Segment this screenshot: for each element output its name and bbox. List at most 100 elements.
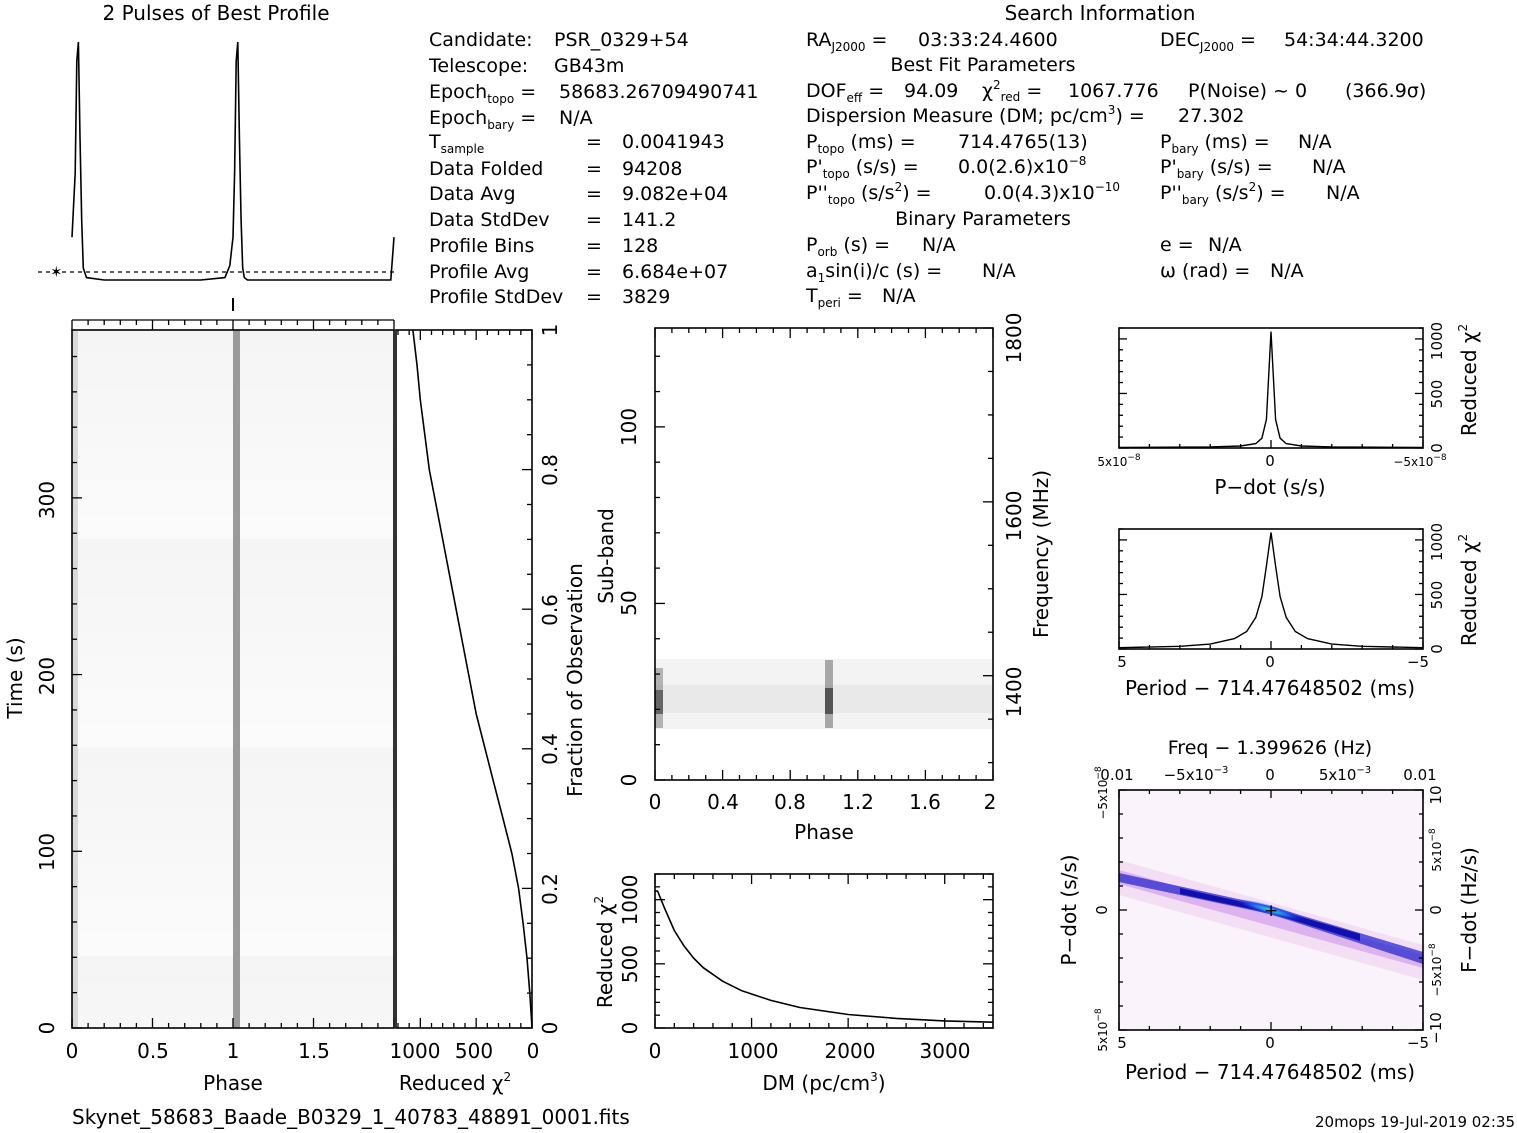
pdot-bary-value: N/A: [1312, 156, 1346, 178]
binary-title: Binary Parameters: [895, 208, 1071, 230]
pr-xtick-0: 5: [1117, 653, 1127, 671]
eq-1: =: [586, 131, 602, 153]
tperi-label: Tperi =: [805, 285, 863, 310]
pp-xtick-2: −5: [1407, 1034, 1429, 1052]
pdot-curve-line: [1118, 331, 1424, 449]
tperi-value: N/A: [882, 285, 916, 307]
subband-pulse-1-halo: [655, 668, 663, 728]
cf-xlabel: Reduced χ2: [399, 1070, 511, 1095]
subband-ticks: [654, 327, 994, 781]
pdot-curve-frame: [1118, 327, 1424, 449]
subband-phase-plot: 0 0.4 0.8 1.2 1.6 2 Phase 0 50 100 Sub-b…: [594, 313, 1053, 844]
sb-ytick-1: 50: [617, 590, 641, 615]
eq-3: =: [586, 183, 602, 205]
info-left: Candidate: PSR_0329+54 Telescope: GB43m …: [428, 29, 758, 308]
profile-avg-label: Profile Avg: [429, 261, 529, 283]
eq-7: =: [586, 286, 602, 308]
ppdot-peak: [1235, 898, 1305, 922]
pr-xtick-2: −5: [1407, 653, 1429, 671]
dof-value: 94.09: [904, 80, 958, 102]
eq-5: =: [586, 235, 602, 257]
footer-stamp: 20mops 19-Jul-2019 02:35: [1315, 1113, 1515, 1131]
sb-y2tick-1: 1600: [1002, 491, 1026, 542]
dm-value: 27.302: [1178, 105, 1244, 127]
eq-4: =: [586, 209, 602, 231]
pbary-label: Pbary (ms) =: [1160, 131, 1270, 156]
cf-ytick-1: 0.2: [538, 873, 562, 905]
cf-xtick-1: 500: [455, 1039, 493, 1063]
data-std-value: 141.2: [622, 209, 676, 231]
pr-ylabel: Reduced χ2: [1456, 534, 1481, 646]
sb-y2tick-2: 1800: [1002, 313, 1026, 364]
dm-xtick-0: 0: [649, 1039, 662, 1063]
epoch-bary-label: Epochbary =: [429, 107, 536, 132]
pp-x2tick-0: 0.01: [1100, 766, 1133, 784]
sb-xtick-5: 2: [984, 790, 997, 814]
pddot-topo-label: P''topo (s/s2) =: [806, 180, 932, 207]
period-curve-line: [1118, 532, 1424, 649]
pp-ytick-0: 5x10−8: [1094, 1008, 1110, 1052]
profile-errorbar-icon: ✶: [50, 263, 63, 281]
pddot-bary-label: P''bary (s/s2) =: [1160, 180, 1286, 207]
omega-value: N/A: [1270, 260, 1304, 282]
a1sini-value: N/A: [982, 260, 1016, 282]
profile-bins-label: Profile Bins: [429, 235, 534, 257]
pd-ytick-2: 1000: [1428, 322, 1446, 360]
chi2-fraction-frame: [395, 329, 533, 1029]
pp-xtick-1: 0: [1265, 1034, 1275, 1052]
pp-ylabel: P−dot (s/s): [1057, 854, 1081, 965]
candidate-value: PSR_0329+54: [554, 29, 689, 51]
cf-ylabel: Fraction of Observation: [563, 563, 587, 797]
ecc-label: e =: [1160, 234, 1194, 256]
ptopo-value: 714.4765(13): [958, 131, 1088, 153]
pp-y2tick-0: 10: [1427, 785, 1445, 804]
pddot-topo-value: 0.0(4.3)x10−10: [984, 180, 1120, 204]
time-phase-pulse-mid: [233, 330, 240, 1028]
dm-ytick-1: 500: [618, 945, 642, 983]
pdot-topo-value: 0.0(2.6)x10−8: [958, 154, 1086, 178]
pp-x2tick-3: 5x10−3: [1319, 765, 1371, 784]
pp-x2tick-4: 0.01: [1403, 766, 1436, 784]
tp-ytick-2: 200: [35, 657, 59, 695]
dm-curve-plot: 0 1000 2000 3000 DM (pc/cm3) 0 500 1000 …: [592, 873, 994, 1095]
pp-y2label: F−dot (Hz/s): [1457, 847, 1481, 973]
pd-ylabel: Reduced χ2: [1456, 324, 1481, 436]
period-curve-plot: 5 0 −5 Period − 714.47648502 (ms) 0 500 …: [1117, 523, 1481, 700]
pp-xtick-0: 5: [1117, 1034, 1127, 1052]
cf-ytick-3: 0.6: [538, 594, 562, 626]
pdot-ticks: [1118, 327, 1424, 449]
pr-xlabel: Period − 714.47648502 (ms): [1125, 676, 1415, 700]
dm-ylabel: Reduced χ2: [592, 896, 617, 1008]
pbary-value: N/A: [1298, 131, 1332, 153]
pd-xlabel: P−dot (s/s): [1214, 475, 1325, 499]
period-ticks: [1118, 528, 1424, 650]
pp-y2tick-4: −10: [1427, 1012, 1445, 1044]
subband-pulse-2-halo: [825, 660, 833, 728]
epoch-topo-label: Epochtopo =: [429, 81, 536, 106]
tp-xtick-0: 0: [66, 1039, 79, 1063]
tp-ytick-3: 300: [35, 481, 59, 519]
dof-label: DOFeff =: [806, 80, 884, 105]
omega-label: ω (rad) =: [1160, 260, 1250, 282]
pp-ytick-2: −5x10−8: [1094, 766, 1110, 820]
sb-y2label: Frequency (MHz): [1029, 470, 1053, 638]
pddot-bary-value: N/A: [1326, 182, 1360, 204]
a1sini-label: a1sin(i)/c (s) =: [806, 260, 942, 285]
porb-label: Porb (s) =: [806, 234, 890, 259]
tp-xtick-3: 1.5: [298, 1039, 330, 1063]
sb-y2tick-0: 1400: [1002, 667, 1026, 718]
pp-y2tick-1: 5x10−8: [1428, 828, 1444, 872]
period-curve-frame: [1118, 528, 1424, 650]
best-fit-title: Best Fit Parameters: [890, 54, 1075, 76]
pdot-topo-label: P'topo (s/s) =: [806, 156, 919, 181]
dm-ticks: [654, 873, 993, 1029]
data-avg-label: Data Avg: [429, 183, 516, 205]
cf-ytick-5: 1: [538, 324, 562, 337]
tp-ytick-1: 100: [35, 833, 59, 871]
candidate-label: Candidate:: [429, 29, 533, 51]
sb-xtick-0: 0: [649, 790, 662, 814]
pr-ytick-2: 1000: [1428, 523, 1446, 561]
pd-xtick-2: −5x10−8: [1393, 453, 1447, 469]
pd-ytick-0: 0: [1428, 443, 1446, 453]
tp-ylabel: Time (s): [3, 637, 27, 719]
